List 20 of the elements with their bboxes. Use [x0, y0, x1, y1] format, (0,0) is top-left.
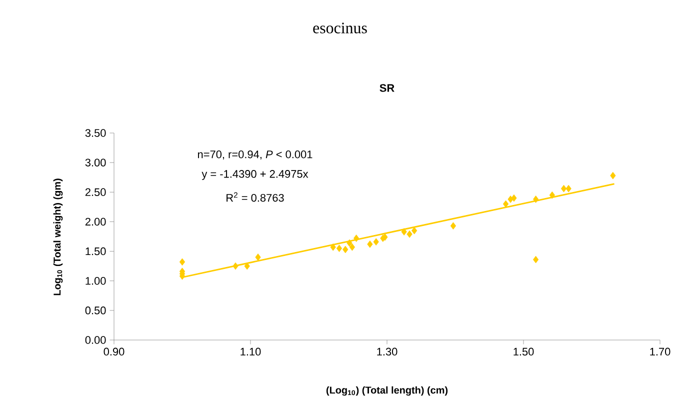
x-tick-label: 1.30: [377, 348, 398, 356]
y-axis-title: Log$_{10}$ (Total weight) (gm): [53, 178, 63, 296]
y-tick-label: 3.50: [85, 129, 106, 137]
x-tick-label: 0.90: [104, 348, 124, 356]
x-tick-label: 1.70: [650, 348, 670, 356]
y-tick-label: 3.00: [85, 158, 106, 166]
y-tick-label: 0.00: [85, 336, 106, 344]
x-tick-label: 1.10: [240, 348, 261, 356]
x-tick-label: 1.50: [514, 348, 534, 356]
y-tick-label: 2.50: [85, 188, 106, 196]
annotation: R$^{2}$ = 0.8763: [226, 192, 284, 202]
y-tick-label: 1.00: [86, 276, 106, 285]
annotation: n=70, r=0.94, P < 0.001: [198, 150, 312, 160]
y-tick-label: 2.00: [85, 218, 106, 226]
y-tick-label: 0.50: [85, 306, 106, 314]
chart-subtitle: SR: [380, 84, 394, 92]
annotation: y = -1.4390 + 2.4975x: [202, 170, 308, 180]
x-axis-title: (Log$_{10}$) (Total length) (cm): [326, 386, 448, 396]
y-tick-label: 1.50: [86, 247, 106, 256]
chart-title: esocinus: [313, 22, 367, 34]
